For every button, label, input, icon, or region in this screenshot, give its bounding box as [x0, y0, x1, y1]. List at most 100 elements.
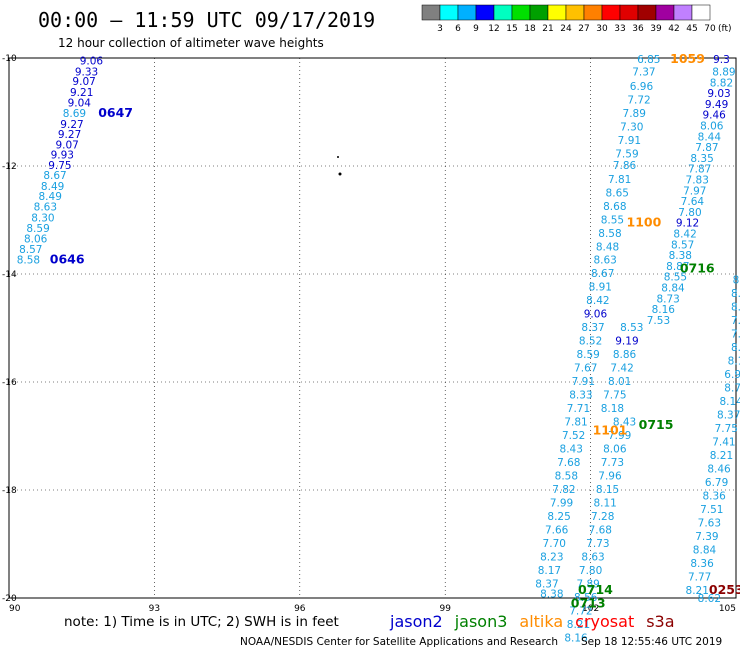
x-tick-label: 105 — [719, 604, 736, 614]
footer-timestamp: Sep 18 12:55:46 UTC 2019 — [581, 636, 722, 648]
colorbar-label: 45 — [686, 24, 697, 34]
wave-height-label: 8.67 — [43, 170, 66, 182]
colorbar-swatch — [691, 4, 711, 21]
wave-height-label: 8.69 — [63, 108, 86, 120]
wave-height-label: 9.03 — [707, 88, 730, 100]
wave-height-label: 8.87 — [666, 261, 689, 273]
y-tick-label: -10 — [2, 54, 17, 64]
x-tick-label: 93 — [149, 604, 160, 614]
wave-height-label: 8.43 — [613, 416, 636, 428]
wave-height-label: 8.46 — [707, 463, 731, 475]
footer-credit: NOAA/NESDIS Center for Satellite Applica… — [240, 636, 558, 648]
wave-height-label: 7.71 — [567, 403, 590, 415]
wave-height-label: 7.77 — [688, 571, 711, 583]
wave-height-label: 8. — [731, 301, 740, 313]
colorbar-unit: (ft) — [718, 24, 732, 34]
wave-height-label: 7.87 — [688, 164, 711, 176]
wave-height-label: 7.70 — [543, 538, 566, 550]
wave-height-label: 8.33 — [569, 389, 592, 401]
wave-height-label: 9.27 — [58, 129, 81, 141]
wave-height-label: 8.42 — [673, 229, 696, 241]
wave-height-label: 8.42 — [586, 295, 609, 307]
wave-height-label: 8.21 — [710, 450, 733, 462]
wave-height-label: 9.27 — [60, 119, 83, 131]
colorbar-swatch — [475, 4, 495, 21]
wave-height-label: 7.68 — [557, 457, 580, 469]
wave-height-label: 7.83 — [686, 175, 709, 187]
colorbar-label: 6 — [455, 24, 461, 34]
colorbar-swatch — [511, 4, 531, 21]
wave-height-label: 8.58 — [598, 228, 621, 240]
wave-height-label: 8.17 — [538, 565, 561, 577]
wave-height-label: 8.62 — [698, 593, 721, 605]
colorbar-label: 42 — [668, 24, 679, 34]
colorbar-label: 3 — [437, 24, 443, 34]
pass-time-label: 0646 — [50, 251, 85, 266]
island-marker — [337, 156, 339, 158]
wave-height-label: 7.53 — [647, 315, 670, 327]
wave-height-label: 8.52 — [579, 335, 602, 347]
wave-height-label: 8.58 — [555, 470, 578, 482]
wave-height-label: 7.67 — [574, 362, 597, 374]
wave-height-label: 8.89 — [712, 67, 735, 79]
colorbar-swatch — [619, 4, 639, 21]
plot-frame — [8, 57, 737, 599]
colorbar-label: 30 — [596, 24, 608, 34]
wave-height-label: 8.57 — [19, 244, 42, 256]
wave-height-label: 9.21 — [70, 87, 93, 99]
wave-height-label: 8.1 — [728, 355, 740, 367]
wave-height-label: 7.37 — [632, 67, 655, 79]
colorbar-swatch — [601, 4, 621, 21]
footer-note: note: 1) Time is in UTC; 2) SWH is in fe… — [64, 614, 339, 630]
y-tick-label: -12 — [2, 162, 17, 172]
wave-height-label: 9.3 — [713, 54, 730, 66]
wave-height-label: 7.66 — [545, 524, 569, 536]
wave-height-label: 7.91 — [618, 135, 641, 147]
wave-height-label: 7.80 — [678, 207, 701, 219]
legend-jason2: jason2 — [389, 612, 443, 631]
wave-height-label: 8.63 — [34, 202, 57, 214]
wave-height-label: 7.39 — [695, 531, 718, 543]
y-tick-label: -16 — [2, 378, 17, 388]
wave-height-label: 8.01 — [608, 376, 631, 388]
wave-height-label: 7.80 — [579, 565, 602, 577]
wave-height-label: 7.99 — [550, 497, 573, 509]
wave-height-label: 8.86 — [613, 349, 637, 361]
pass-time-label: 0715 — [639, 417, 674, 432]
wave-height-label: 9.07 — [72, 76, 95, 88]
chart-title: 00:00 – 11:59 UTC 09/17/2019 — [38, 8, 375, 32]
wave-height-label: 8.55 — [601, 214, 624, 226]
wave-height-label: 8.11 — [593, 497, 616, 509]
pass-time-label: 0716 — [680, 261, 715, 276]
wave-height-label: 8.16 — [652, 304, 676, 316]
wave-height-label: 8.37 — [717, 409, 740, 421]
wave-height-label: 8.43 — [560, 443, 583, 455]
pass-time-label: 0253 — [709, 582, 740, 597]
wave-height-label: 7.73 — [601, 457, 624, 469]
wave-height-label: 8.56 — [574, 592, 598, 604]
wave-height-label: 7.96 — [598, 470, 622, 482]
y-tick-label: -18 — [2, 486, 17, 496]
colorbar-swatch — [457, 4, 477, 21]
wave-height-label: 7.28 — [591, 511, 614, 523]
wave-height-label: 7.86 — [613, 160, 637, 172]
wave-height-label: 8.25 — [547, 511, 570, 523]
colorbar-swatch — [547, 4, 567, 21]
legend-s3a: s3a — [646, 612, 674, 631]
wave-height-label: 7.73 — [586, 538, 609, 550]
wave-height-label: 8.06 — [603, 443, 627, 455]
wave-height-label: 9.49 — [705, 99, 728, 111]
colorbar-label: 12 — [488, 24, 499, 34]
wave-height-label: 6.85 — [637, 54, 660, 66]
legend-altika: altika — [519, 612, 563, 631]
pass-time-label: 0714 — [578, 582, 613, 597]
wave-height-label: 8.15 — [596, 484, 619, 496]
colorbar-label: 33 — [614, 24, 625, 34]
wave-height-label: 8 — [733, 274, 740, 286]
wave-height-label: 8.84 — [661, 283, 685, 295]
pass-time-label: 0713 — [571, 595, 606, 610]
legend-cryosat: cryosat — [575, 612, 634, 631]
wave-height-label: 8.55 — [664, 272, 687, 284]
wave-height-label: 6.96 — [630, 81, 654, 93]
wave-height-label: 9.33 — [75, 67, 98, 79]
